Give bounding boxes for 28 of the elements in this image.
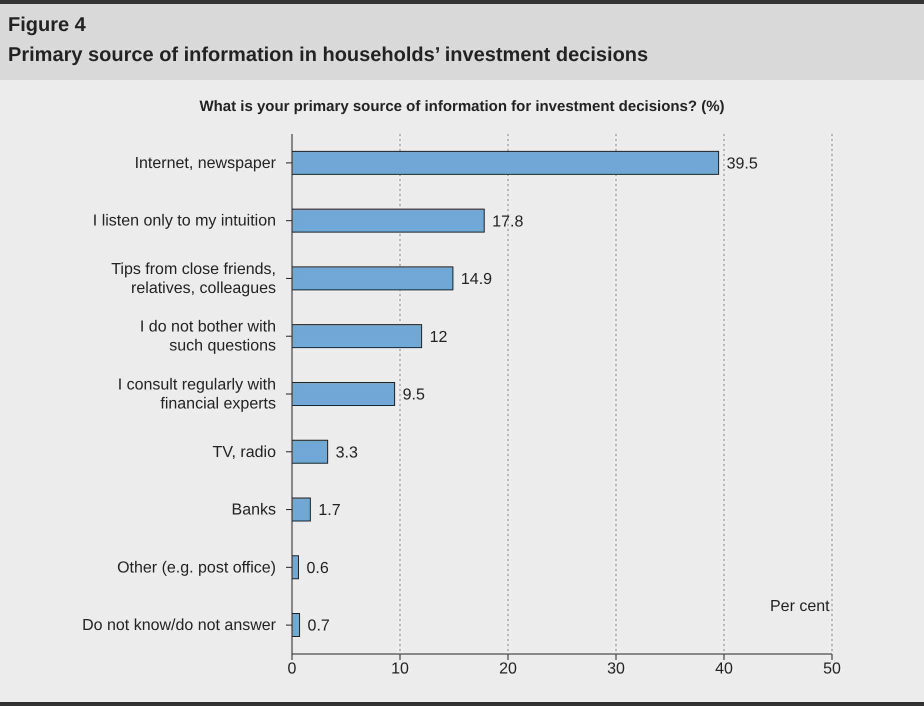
y-tick-label: Internet, newspaper <box>134 154 277 172</box>
x-tick-label: 0 <box>288 660 297 678</box>
y-tick-label: Do not know/do not answer <box>82 616 277 634</box>
y-tick-label: I listen only to my intuition <box>92 212 276 230</box>
y-tick-label: I consult regularly with financial experts <box>118 376 276 412</box>
data-label: 17.8 <box>492 213 524 230</box>
data-label: 3.3 <box>336 444 358 462</box>
x-tick-label: 30 <box>607 660 625 678</box>
data-label: 14.9 <box>460 271 492 288</box>
y-tick-label: I do not bother with such questions <box>140 318 276 354</box>
text: Figure 4 <box>8 14 86 37</box>
y-tick-label: Other (e.g. post office) <box>117 558 276 576</box>
y-tick-label: Banks <box>232 501 276 518</box>
x-tick-label: 40 <box>715 660 733 678</box>
y-tick-label: Tips from close friends, relatives, colleagues <box>111 260 276 296</box>
y-tick-label: TV, radio <box>212 443 276 460</box>
data-label: 0.7 <box>308 618 330 635</box>
x-tick-label: 20 <box>499 660 517 678</box>
data-label: 9.5 <box>402 386 425 404</box>
data-label: 1.7 <box>318 502 341 520</box>
data-label: 0.6 <box>306 560 329 577</box>
x-tick-label: 50 <box>823 660 841 678</box>
data-label: 39.5 <box>726 156 758 173</box>
data-label: 12 <box>430 328 448 346</box>
x-axis-title: Per cent <box>770 598 830 616</box>
chart-subtitle: Primary source of information in households’ investment decisions <box>8 44 648 67</box>
x-tick-label: 10 <box>391 660 409 678</box>
text: What is your primary source of information for investment decisions? (%) <box>198 98 726 115</box>
